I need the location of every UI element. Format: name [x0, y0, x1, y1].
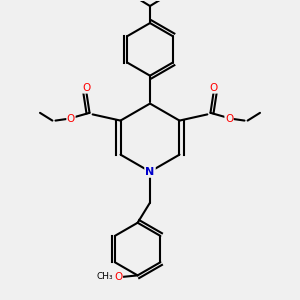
Text: O: O [209, 83, 218, 93]
Text: O: O [82, 83, 91, 93]
Text: O: O [225, 114, 233, 124]
Text: O: O [67, 114, 75, 124]
Text: O: O [114, 272, 122, 282]
Text: N: N [146, 167, 154, 177]
Text: CH₃: CH₃ [97, 272, 113, 281]
